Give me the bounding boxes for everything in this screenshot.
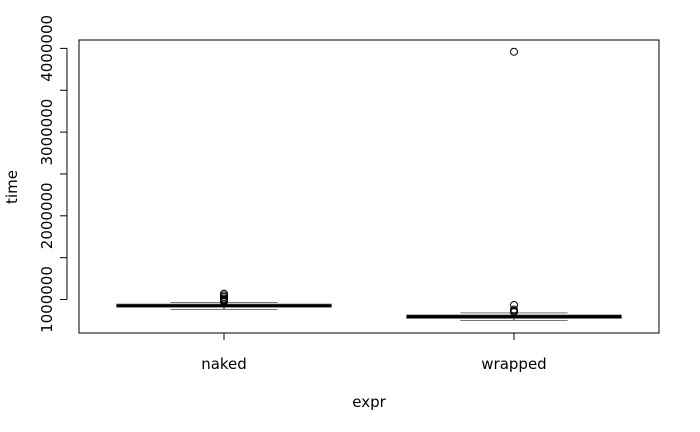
- box-naked: [116, 289, 332, 311]
- outlier-point: [510, 300, 518, 309]
- y-axis-title: time: [3, 170, 21, 204]
- y-tick-label: 4000000: [38, 15, 56, 82]
- x-tick-label: wrapped: [481, 355, 546, 373]
- y-tick-label: 1000000: [38, 266, 56, 333]
- x-axis-title: expr: [352, 393, 386, 411]
- outlier-point: [220, 289, 228, 298]
- y-axis: 1000000 2000000 3000000 4000000: [38, 15, 68, 333]
- y-tick-label: 3000000: [38, 99, 56, 166]
- plot-frame: [78, 39, 660, 334]
- box-wrapped: [406, 47, 622, 321]
- outlier-point: [510, 305, 518, 314]
- x-tick-label: naked: [201, 355, 247, 373]
- outlier-point: [510, 47, 518, 56]
- boxes: [116, 47, 622, 321]
- x-axis: naked wrapped: [201, 332, 547, 373]
- y-tick-label: 2000000: [38, 182, 56, 249]
